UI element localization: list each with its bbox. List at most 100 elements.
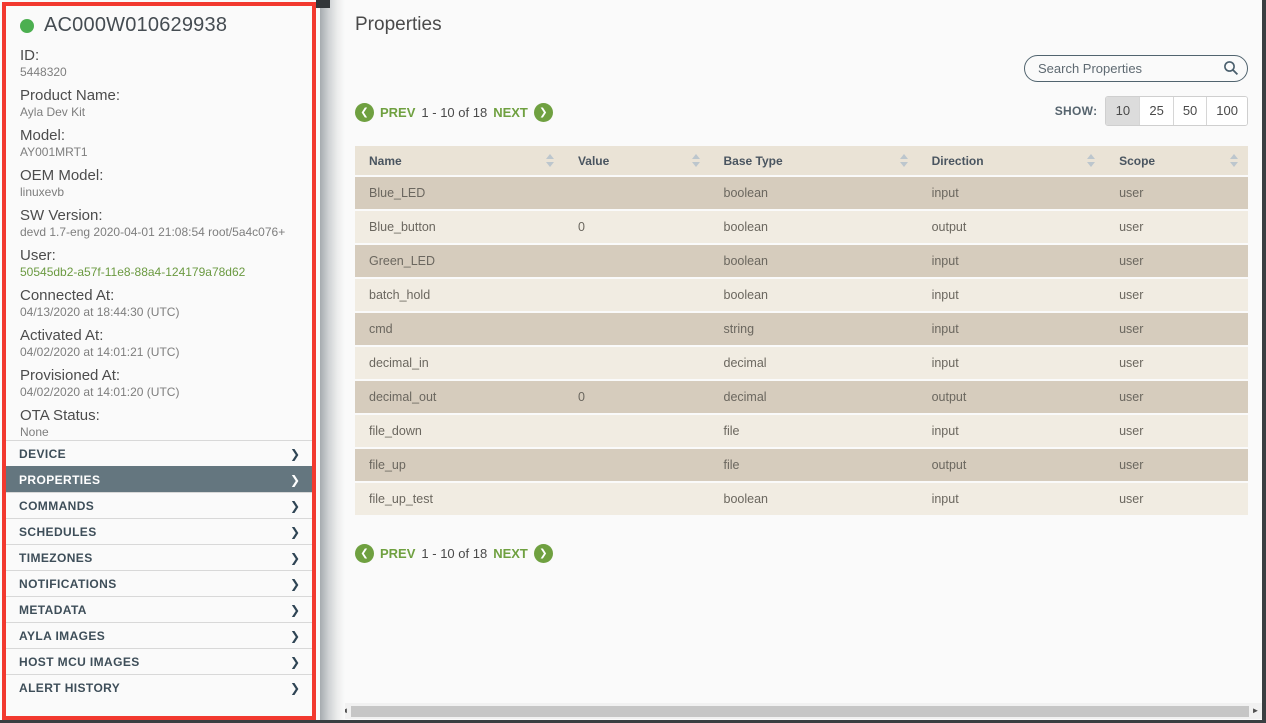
table-row[interactable]: cmd string input user: [355, 312, 1248, 347]
sidebar-item-label: ALERT HISTORY: [19, 680, 121, 695]
cell-value: [563, 448, 710, 483]
sidebar-item-notifications[interactable]: NOTIFICATIONS: [6, 570, 312, 596]
cell-direction: output: [917, 448, 1106, 483]
device-field: Product Name: Ayla Dev Kit: [20, 87, 298, 119]
column-header-base-type[interactable]: Base Type: [709, 146, 918, 177]
table-row[interactable]: Blue_LED boolean input user: [355, 176, 1248, 211]
table-row[interactable]: file_down file input user: [355, 414, 1248, 449]
cell-direction: input: [917, 346, 1106, 381]
column-header-name[interactable]: Name: [355, 146, 564, 177]
field-label: Provisioned At:: [20, 367, 121, 384]
table-row[interactable]: batch_hold boolean input user: [355, 278, 1248, 313]
device-field: OTA Status: None: [20, 407, 298, 439]
table-row[interactable]: decimal_out 0 decimal output user: [355, 380, 1248, 415]
sidebar-item-label: METADATA: [19, 602, 87, 617]
cell-base_type: boolean: [709, 244, 918, 279]
search-wrap: [1024, 55, 1248, 82]
sidebar-item-properties[interactable]: PROPERTIES: [6, 466, 312, 492]
prev-page-button[interactable]: [355, 544, 374, 563]
table-row[interactable]: file_up_test boolean input user: [355, 482, 1248, 517]
column-header-label: Direction: [931, 153, 984, 168]
cell-name: batch_hold: [355, 278, 564, 313]
sort-icon[interactable]: [691, 154, 700, 168]
chevron-right-icon: [290, 473, 300, 487]
page-size-option-100[interactable]: 100: [1206, 97, 1247, 125]
user-id-link[interactable]: 50545db2-a57f-11e8-88a4-124179a78d62: [20, 265, 246, 279]
column-header-label: Name: [369, 153, 402, 168]
properties-panel: Properties PREV 1 - 10 of 18 NEXT SHOW: …: [338, 0, 1262, 720]
prev-link[interactable]: PREV: [380, 546, 416, 561]
cell-base_type: boolean: [709, 482, 918, 517]
column-header-scope[interactable]: Scope: [1105, 146, 1248, 177]
device-menu: DEVICE PROPERTIES COMMANDS SCHEDULES TIMEZON…: [6, 440, 312, 700]
chevron-left-icon: [360, 108, 368, 118]
page-size-option-10[interactable]: 10: [1106, 97, 1140, 125]
pagination-top: PREV 1 - 10 of 18 NEXT: [355, 103, 553, 122]
column-header-value[interactable]: Value: [563, 146, 710, 177]
cell-scope: user: [1105, 448, 1248, 483]
cell-value: [563, 278, 710, 313]
sort-icon[interactable]: [1230, 154, 1238, 168]
search-input[interactable]: [1024, 55, 1248, 82]
cell-base_type: boolean: [709, 210, 918, 245]
device-field: Activated At: 04/02/2020 at 14:01:21 (UTC…: [20, 327, 298, 359]
sidebar-item-host-mcu-images[interactable]: HOST MCU IMAGES: [6, 648, 312, 674]
cell-scope: user: [1105, 210, 1248, 245]
device-field: Model: AY001MRT1: [20, 127, 298, 159]
page-size-group: 10 25 50 100: [1105, 96, 1248, 126]
sidebar-item-label: SCHEDULES: [19, 524, 97, 539]
next-page-button[interactable]: [533, 544, 553, 563]
sidebar-item-commands[interactable]: COMMANDS: [6, 492, 312, 518]
sort-icon[interactable]: [545, 154, 554, 168]
chevron-right-icon: [290, 577, 300, 591]
device-info: AC000W010629938 ID: 5448320 Product Name: A…: [6, 6, 312, 439]
cell-scope: user: [1105, 482, 1248, 517]
table-row[interactable]: Blue_button 0 boolean output user: [355, 210, 1248, 245]
sidebar-item-device[interactable]: DEVICE: [6, 440, 312, 466]
cell-name: cmd: [355, 312, 564, 347]
search-icon[interactable]: [1223, 60, 1239, 76]
cell-direction: input: [917, 312, 1106, 347]
scroll-right-arrow-icon[interactable]: [1249, 703, 1262, 719]
page-size-option-25[interactable]: 25: [1139, 97, 1173, 125]
sidebar-item-schedules[interactable]: SCHEDULES: [6, 518, 312, 544]
sort-icon[interactable]: [1087, 154, 1096, 168]
table-row[interactable]: decimal_in decimal input user: [355, 346, 1248, 381]
cell-scope: user: [1105, 346, 1248, 381]
field-value: 04/02/2020 at 14:01:20 (UTC): [20, 385, 180, 399]
prev-page-button[interactable]: [355, 103, 374, 122]
sidebar-item-alert-history[interactable]: ALERT HISTORY: [6, 674, 312, 700]
cell-name: decimal_out: [355, 380, 564, 415]
chevron-right-icon: [290, 629, 300, 643]
chevron-right-icon: [290, 447, 300, 461]
column-header-label: Scope: [1119, 153, 1156, 168]
sidebar-item-metadata[interactable]: METADATA: [6, 596, 312, 622]
show-label: SHOW:: [1054, 104, 1098, 118]
sidebar-item-label: COMMANDS: [19, 498, 95, 513]
cell-direction: input: [917, 414, 1106, 449]
cell-base_type: file: [709, 414, 918, 449]
column-header-label: Base Type: [723, 153, 783, 168]
sidebar-item-timezones[interactable]: TIMEZONES: [6, 544, 312, 570]
field-label: Product Name:: [20, 87, 121, 104]
sidebar-item-label: HOST MCU IMAGES: [19, 654, 140, 669]
sidebar-item-label: AYLA IMAGES: [19, 628, 106, 643]
table-row[interactable]: Green_LED boolean input user: [355, 244, 1248, 279]
next-link[interactable]: NEXT: [493, 546, 528, 561]
cell-base_type: decimal: [709, 346, 918, 381]
next-page-button[interactable]: [533, 103, 553, 122]
table-row[interactable]: file_up file output user: [355, 448, 1248, 483]
page-range-label: 1 - 10 of 18: [421, 546, 488, 561]
sort-icon[interactable]: [899, 154, 908, 168]
next-link[interactable]: NEXT: [493, 105, 528, 120]
page-size-option-50[interactable]: 50: [1172, 97, 1207, 125]
cell-name: file_up_test: [355, 482, 564, 517]
column-header-direction[interactable]: Direction: [917, 146, 1106, 177]
device-field: OEM Model: linuxevb: [20, 167, 298, 199]
sidebar-item-ayla-images[interactable]: AYLA IMAGES: [6, 622, 312, 648]
prev-link[interactable]: PREV: [380, 105, 416, 120]
page-size-selector: SHOW: 10 25 50 100: [1055, 96, 1248, 126]
device-online-status-icon: [20, 18, 34, 33]
cell-scope: user: [1105, 414, 1248, 449]
scrollbar-thumb[interactable]: [351, 705, 1249, 717]
